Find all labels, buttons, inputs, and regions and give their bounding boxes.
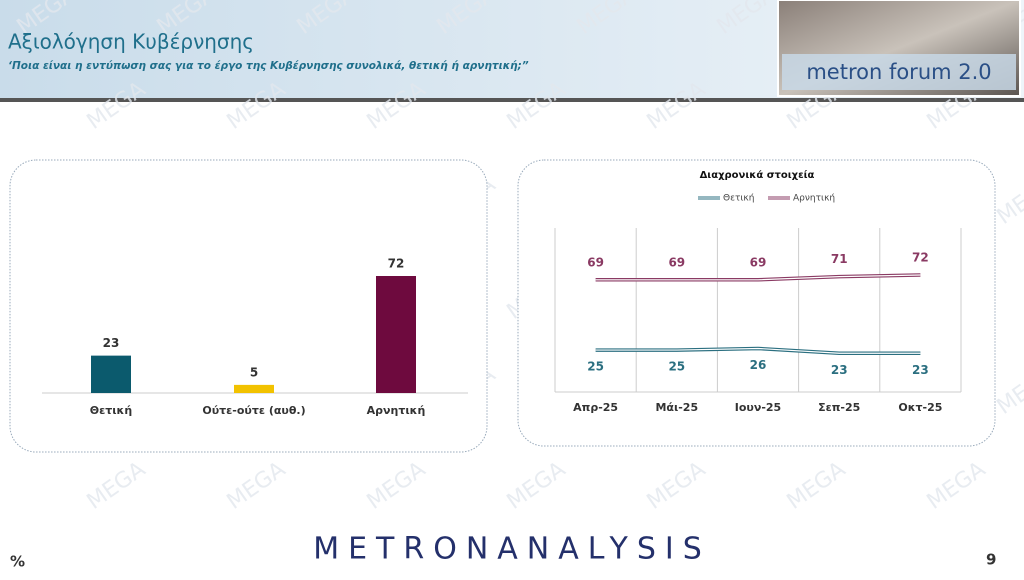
data-label: 23 (912, 363, 929, 377)
watermark: MEGA (83, 457, 151, 515)
line-chart: Διαχρονικά στοιχεία Θετική Αρνητική Απρ-25 Μ… (554, 169, 962, 414)
series-line-inner (595, 274, 921, 281)
x-tick-label: Αρνητική (367, 404, 426, 417)
data-label: 25 (587, 360, 604, 374)
title: Αξιολόγηση Κυβέρνησης (8, 30, 254, 54)
data-label: 72 (388, 257, 405, 271)
badge-strip (782, 54, 1016, 90)
series-line-inner (595, 347, 921, 354)
header-rule (0, 98, 1024, 102)
x-tick-label: Μάι-25 (655, 401, 698, 414)
bar (376, 276, 416, 393)
watermark: MEGA (783, 457, 851, 515)
x-tick-label: Απρ-25 (573, 401, 618, 414)
data-label: 69 (750, 255, 767, 269)
data-label: 23 (831, 363, 848, 377)
x-tick-label: Ούτε-ούτε (αυθ.) (202, 404, 305, 417)
bar (91, 355, 131, 393)
x-tick-label: Θετική (90, 404, 132, 417)
legend-label: Αρνητική (793, 194, 835, 204)
panel-right (517, 159, 996, 447)
page-number: 9 (986, 551, 996, 569)
bar (234, 384, 274, 393)
watermark: MEGA (993, 362, 1024, 420)
data-label: 71 (831, 252, 848, 266)
watermark: MEGA (363, 457, 431, 515)
data-label: 25 (668, 360, 685, 374)
bar-chart: 23 Θετική 5 Ούτε-ούτε (αυθ.) 72 Αρνητική (42, 257, 468, 417)
unit: % (10, 553, 25, 571)
watermark: MEGA (993, 172, 1024, 230)
x-tick-label: Σεπ-25 (818, 401, 860, 414)
watermark: MEGA (643, 457, 711, 515)
data-label: 23 (103, 336, 120, 350)
x-tick-label: Οκτ-25 (898, 401, 942, 414)
footer-logo: METRONANALYSIS (313, 532, 711, 567)
watermark: MEGA (923, 457, 991, 515)
subtitle: ‘Ποια είναι η εντύπωση σας για το έργο τ… (8, 60, 529, 72)
x-tick-label: Ιουν-25 (735, 401, 781, 414)
data-label: 5 (250, 365, 258, 379)
watermark: MEGA (223, 457, 291, 515)
data-label: 69 (587, 255, 604, 269)
chart-title: Διαχρονικά στοιχεία (700, 169, 815, 181)
watermark: MEGA (503, 457, 571, 515)
data-label: 72 (912, 251, 929, 265)
data-label: 69 (668, 255, 685, 269)
badge-text: metron forum 2.0 (806, 60, 991, 84)
data-label: 26 (750, 358, 767, 372)
legend-label: Θετική (723, 194, 754, 204)
